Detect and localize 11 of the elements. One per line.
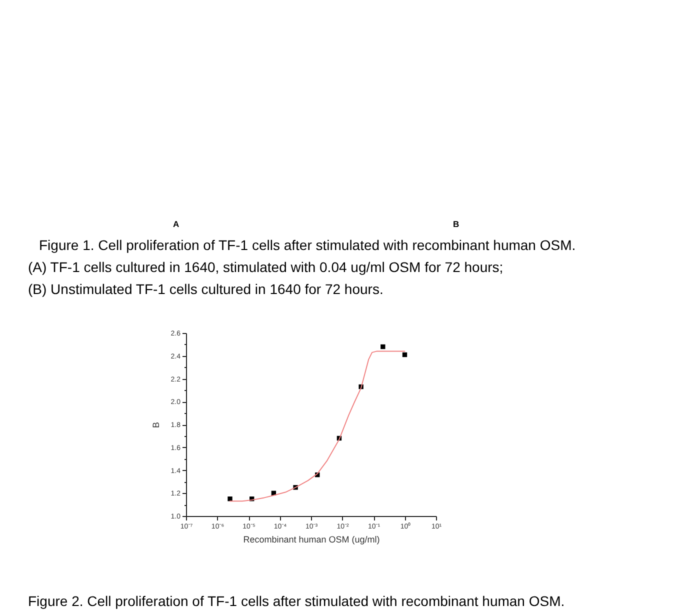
x-axis-title: Recombinant human OSM (ug/ml) <box>243 534 380 544</box>
point <box>380 344 386 350</box>
text: B <box>452 219 460 229</box>
text: (A) TF-1 cells cultured in 1640, stimulated with 0.04 ug/ml OSM for 72 hours; <box>28 259 504 275</box>
caption: Figure 2. Cell proliferation of TF-1 cells after stimulated with recombinant human OSM. <box>28 593 565 609</box>
y-axis-title: B <box>150 422 161 428</box>
text: A <box>172 219 180 229</box>
point <box>402 352 408 358</box>
point <box>228 496 232 502</box>
text: (B) Unstimulated TF-1 cells cultured in 1640 for 72 hours. <box>28 281 384 297</box>
caption: Figure 1. Cell proliferation of TF-1 cells after stimulated with recombinant human OSM. <box>39 237 576 253</box>
